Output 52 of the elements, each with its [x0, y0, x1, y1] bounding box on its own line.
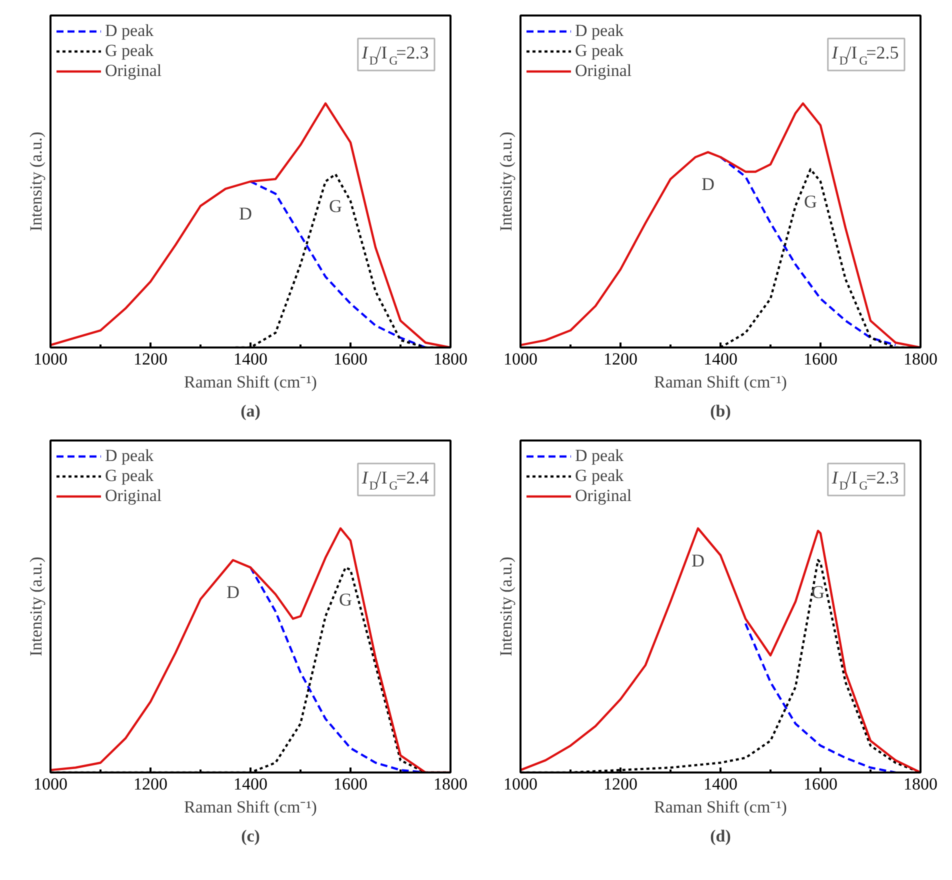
- legend-label: G peak: [575, 41, 624, 61]
- annotation: D: [692, 550, 704, 570]
- x-tick-label: 1200: [134, 350, 168, 368]
- legend-label: G peak: [575, 466, 624, 486]
- x-tick-label: 1600: [804, 350, 838, 368]
- legend-label: G peak: [105, 466, 154, 486]
- x-tick-label: 1800: [434, 774, 468, 794]
- x-tick-label: 1600: [804, 774, 838, 794]
- legend-label: G peak: [105, 41, 154, 61]
- legend-label: D peak: [575, 446, 624, 466]
- annotation: G: [329, 196, 342, 216]
- text: (a): [240, 402, 260, 420]
- legend-label: D peak: [105, 21, 154, 41]
- x-axis-title: Raman Shift (cm⁻¹): [184, 372, 317, 392]
- x-tick-label: 1400: [704, 350, 738, 368]
- y-axis-title: Intensity (a.u.): [26, 132, 46, 232]
- legend-label: Original: [105, 61, 162, 81]
- x-tick-label: 1400: [234, 350, 268, 368]
- x-axis-title: Raman Shift (cm⁻¹): [184, 798, 317, 816]
- x-tick-label: 1000: [34, 350, 68, 368]
- x-tick-label: 1000: [34, 774, 68, 794]
- annotation: G: [812, 582, 824, 602]
- x-tick-label: 1200: [604, 350, 638, 368]
- annotation: G: [339, 589, 352, 610]
- y-axis-title: Intensity (a.u.): [26, 556, 46, 656]
- x-tick-label: 1000: [504, 774, 538, 794]
- x-tick-label: 1600: [334, 774, 368, 794]
- y-axis-title: Intensity (a.u.): [496, 132, 516, 232]
- x-tick-label: 1800: [904, 774, 938, 794]
- legend-label: Original: [105, 486, 162, 506]
- annotation: D: [239, 204, 252, 224]
- x-tick-label: 1800: [904, 350, 938, 368]
- legend-label: D peak: [105, 446, 154, 466]
- x-tick-label: 1000: [504, 350, 538, 368]
- text: (c): [241, 826, 260, 846]
- x-tick-label: 1600: [334, 350, 368, 368]
- legend-label: D peak: [575, 21, 624, 41]
- x-tick-label: 1800: [434, 350, 468, 368]
- annotation: D: [226, 582, 240, 602]
- x-tick-label: 1400: [704, 774, 738, 794]
- text: (d): [710, 826, 731, 846]
- x-tick-label: 1400: [234, 774, 268, 794]
- y-axis-title: Intensity (a.u.): [496, 556, 516, 656]
- text: (b): [710, 402, 731, 420]
- x-axis-title: Raman Shift (cm⁻¹): [654, 798, 787, 816]
- legend-label: Original: [575, 61, 632, 81]
- x-tick-label: 1200: [604, 774, 638, 794]
- legend-label: Original: [575, 486, 632, 506]
- x-axis-title: Raman Shift (cm⁻¹): [654, 372, 787, 392]
- annotation: D: [702, 174, 714, 194]
- x-tick-label: 1200: [134, 774, 168, 794]
- annotation: G: [804, 191, 817, 212]
